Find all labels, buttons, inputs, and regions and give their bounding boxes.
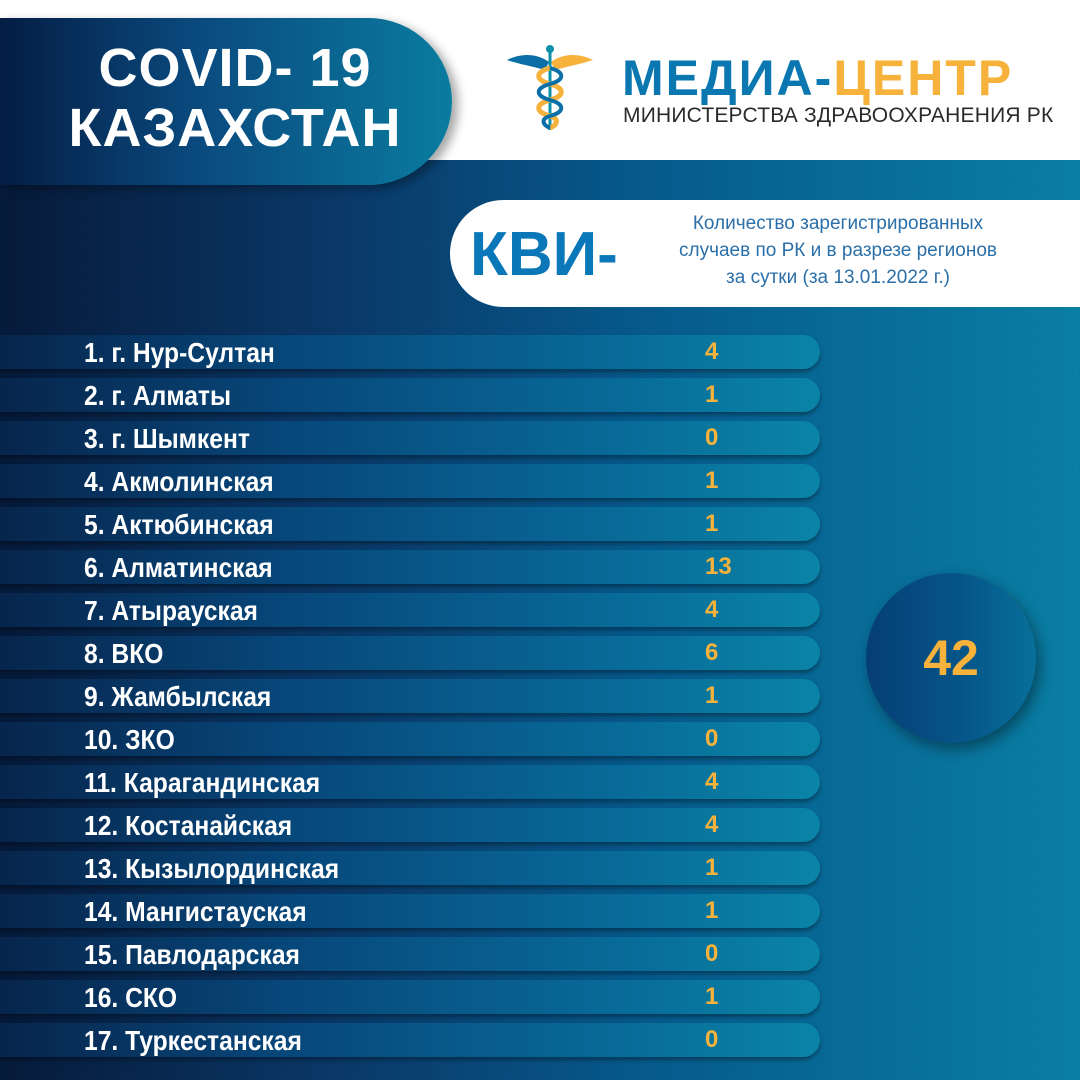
region-value: 1 <box>705 510 719 537</box>
region-name: 13. Кызылординская <box>84 853 340 884</box>
region-name: 17. Туркестанская <box>84 1025 302 1056</box>
region-name: 6. Алматинская <box>84 552 273 583</box>
region-name: 2. г. Алматы <box>84 380 232 411</box>
region-row: 12. Костанайская 4 <box>0 808 820 842</box>
region-row: 17. Туркестанская 0 <box>0 1023 820 1057</box>
region-value: 1 <box>705 682 719 709</box>
region-name: 9. Жамбылская <box>84 681 272 712</box>
region-name: 12. Костанайская <box>84 810 293 841</box>
total-value: 42 <box>923 630 979 686</box>
region-name: 1. г. Нур-Султан <box>84 337 275 368</box>
region-name: 11. Карагандинская <box>84 767 321 798</box>
region-row: 10. ЗКО 0 <box>0 722 820 756</box>
region-value: 1 <box>705 854 719 881</box>
region-value: 0 <box>705 1026 719 1053</box>
brand-subtitle: МИНИСТЕРСТВА ЗДРАВООХРАНЕНИЯ РК <box>623 104 1054 127</box>
region-name: 5. Актюбинская <box>84 509 274 540</box>
section-description: Количество зарегистрированных случаев по… <box>628 210 1048 291</box>
region-name: 8. ВКО <box>84 638 164 669</box>
page-title: COVID- 19 КАЗАХСТАН <box>60 38 410 158</box>
region-row: 14. Мангистауская 1 <box>0 894 820 928</box>
region-name: 3. г. Шымкент <box>84 423 250 454</box>
section-label: КВИ- <box>470 220 618 289</box>
region-name: 14. Мангистауская <box>84 896 307 927</box>
region-value: 1 <box>705 467 719 494</box>
region-name: 7. Атырауская <box>84 595 258 626</box>
region-name: 15. Павлодарская <box>84 939 300 970</box>
region-value: 13 <box>705 553 732 580</box>
region-name: 10. ЗКО <box>84 724 175 755</box>
caduceus-icon <box>507 45 593 131</box>
region-row: 7. Атырауская 4 <box>0 593 820 627</box>
region-row: 9. Жамбылская 1 <box>0 679 820 713</box>
region-row: 1. г. Нур-Султан 4 <box>0 335 820 369</box>
region-row: 3. г. Шымкент 0 <box>0 421 820 455</box>
region-row: 11. Карагандинская 4 <box>0 765 820 799</box>
region-value: 4 <box>705 768 719 795</box>
description-line-1: Количество зарегистрированных <box>692 213 984 234</box>
region-row: 2. г. Алматы 1 <box>0 378 820 412</box>
title-line-covid: COVID- 19 <box>98 38 372 98</box>
region-value: 4 <box>705 596 719 623</box>
region-value: 4 <box>705 811 719 838</box>
section-header-box <box>450 200 1080 307</box>
region-row: 15. Павлодарская 0 <box>0 937 820 971</box>
description-line-2: случаев по РК и в разрезе регионов <box>679 240 997 261</box>
region-value: 0 <box>705 940 719 967</box>
title-line-country: КАЗАХСТАН <box>68 98 402 158</box>
brand-name: МЕДИА-ЦЕНТР <box>622 50 1013 106</box>
brand-name-center: ЦЕНТР <box>833 50 1014 106</box>
region-value: 6 <box>705 639 719 666</box>
regions-list: 1. г. Нур-Султан 4 2. г. Алматы 1 3. г. Шы… <box>0 335 820 1066</box>
region-value: 4 <box>705 338 719 365</box>
region-value: 1 <box>705 381 719 408</box>
region-row: 4. Акмолинская 1 <box>0 464 820 498</box>
region-value: 0 <box>705 725 719 752</box>
region-row: 13. Кызылординская 1 <box>0 851 820 885</box>
description-line-3: за сутки (за 13.01.2022 г.) <box>726 267 950 288</box>
region-row: 8. ВКО 6 <box>0 636 820 670</box>
region-row: 6. Алматинская 13 <box>0 550 820 584</box>
region-row: 5. Актюбинская 1 <box>0 507 820 541</box>
region-value: 1 <box>705 983 719 1010</box>
region-name: 4. Акмолинская <box>84 466 274 497</box>
total-badge: 42 <box>866 573 1036 743</box>
region-value: 1 <box>705 897 719 924</box>
region-name: 16. СКО <box>84 982 178 1013</box>
region-row: 16. СКО 1 <box>0 980 820 1014</box>
region-value: 0 <box>705 424 719 451</box>
brand-name-media: МЕДИА- <box>622 50 834 106</box>
title-banner <box>0 18 452 185</box>
